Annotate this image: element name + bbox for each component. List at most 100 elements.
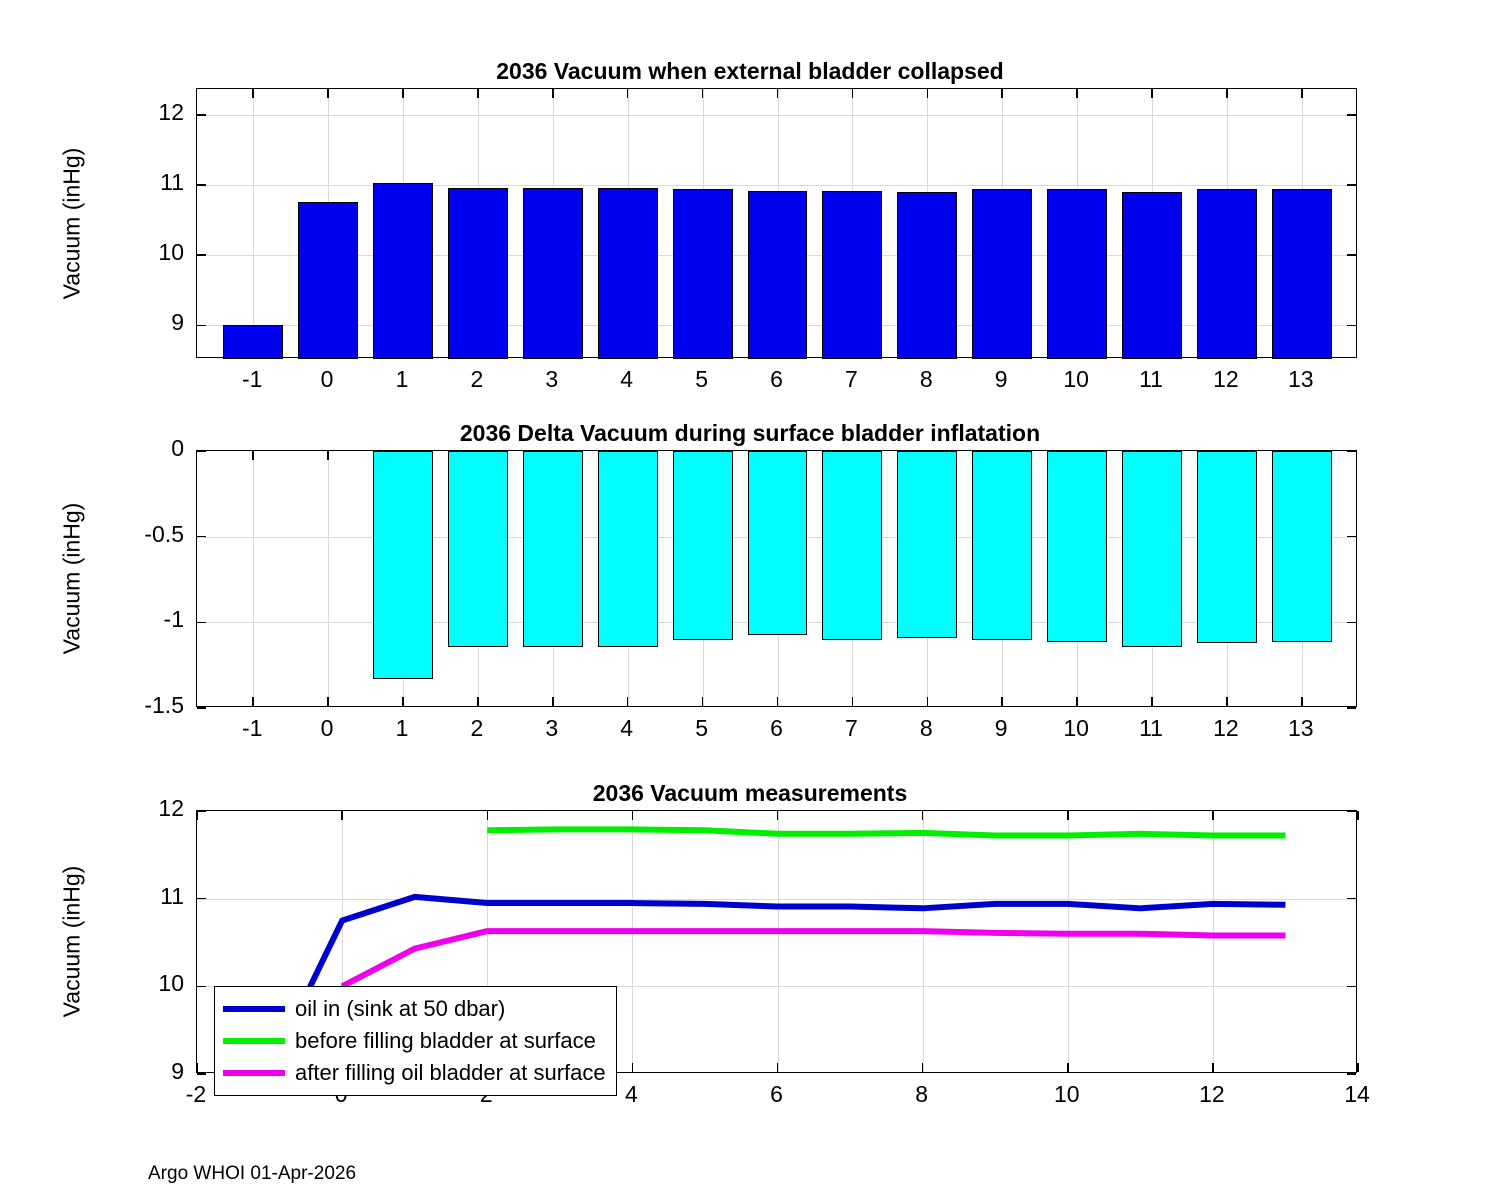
bar-column [522, 188, 583, 360]
x-tick-mark [252, 451, 254, 460]
y-tick-mark [1347, 324, 1356, 327]
bar-column [373, 450, 433, 680]
x-tick-mark [631, 1063, 634, 1072]
y-tick-label: 10 [158, 239, 184, 266]
x-tick-mark [626, 697, 629, 706]
y-tick-mark [1347, 184, 1356, 186]
x-tick-label: 8 [919, 366, 933, 392]
x-tick-label: 6 [770, 1081, 783, 1107]
y-tick-mark [1347, 1073, 1356, 1075]
x-tick-mark [776, 811, 779, 820]
x-tick-mark [1226, 697, 1228, 706]
x-tick-label: 6 [770, 366, 783, 392]
x-tick-mark [341, 811, 343, 820]
gridline-vertical [487, 811, 489, 1072]
x-tick-label: 2 [470, 715, 484, 741]
plot-area-vacuum-collapsed [196, 88, 1357, 360]
line-series-layer [275, 826, 1286, 1074]
x-tick-label: 0 [320, 366, 334, 392]
bar-column [1047, 450, 1108, 642]
x-tick-mark [196, 811, 198, 820]
y-tick-mark [197, 450, 206, 452]
x-tick-mark [1212, 1063, 1214, 1072]
x-tick-mark [1067, 811, 1069, 820]
y-tick-mark [197, 535, 206, 538]
x-tick-mark [1151, 89, 1153, 98]
x-tick-mark [327, 89, 329, 98]
x-tick-label: 10 [1053, 1081, 1080, 1107]
legend-item: oil in (sink at 50 dbar) [223, 993, 606, 1025]
y-tick-mark [197, 985, 206, 988]
x-tick-mark [477, 89, 479, 98]
bar-column [522, 450, 583, 647]
bar-column [672, 188, 733, 360]
x-tick-mark [1001, 89, 1003, 98]
x-tick-label: -1 [241, 715, 263, 741]
bar-column [972, 450, 1033, 640]
x-tick-mark [402, 89, 404, 98]
x-tick-label: 14 [1344, 1081, 1370, 1107]
x-tick-mark [626, 89, 629, 98]
x-tick-mark [926, 89, 929, 98]
y-tick-mark [197, 324, 206, 327]
x-tick-label: 9 [994, 715, 1008, 741]
bar-column [747, 450, 808, 635]
x-tick-label: 4 [624, 1081, 638, 1107]
x-tick-mark [921, 811, 924, 820]
figure-footer: Argo WHOI 01-Apr-2026 [148, 1163, 357, 1184]
bar-column [447, 188, 508, 360]
gridline-vertical [253, 89, 255, 357]
bar-column [1122, 192, 1182, 360]
x-tick-mark [776, 89, 779, 98]
x-tick-mark [1301, 697, 1303, 706]
x-tick-label: 11 [1139, 715, 1163, 741]
bar-column [447, 450, 508, 647]
legend-label: after filling oil bladder at surface [295, 1060, 606, 1085]
series-line [275, 893, 1286, 1074]
y-tick-label: -0.5 [144, 520, 184, 547]
x-tick-mark [926, 697, 929, 706]
y-tick-label: 12 [158, 98, 184, 125]
y-tick-mark [197, 184, 206, 186]
y-tick-mark [197, 621, 206, 624]
x-tick-mark [851, 697, 854, 706]
x-tick-mark [552, 697, 554, 706]
x-tick-label: 5 [695, 715, 708, 741]
y-tick-mark [1347, 450, 1356, 452]
x-tick-mark [1357, 811, 1359, 820]
x-tick-label: 4 [620, 366, 634, 392]
x-tick-label: 9 [994, 366, 1008, 392]
y-tick-mark [197, 707, 206, 709]
bar-column [298, 202, 359, 360]
gridline-horizontal [197, 114, 1356, 116]
bar-column [597, 188, 658, 360]
legend-label: oil in (sink at 50 dbar) [295, 996, 506, 1021]
x-tick-mark [1151, 697, 1153, 706]
gridline-vertical [1067, 811, 1069, 1072]
x-tick-label: 10 [1063, 366, 1089, 392]
gridline-horizontal [197, 185, 1356, 187]
bar-column [672, 450, 733, 640]
legend-color-swatch [223, 1006, 285, 1012]
x-tick-label: 3 [545, 366, 559, 392]
gridline-horizontal [197, 986, 1356, 988]
plot-area-delta-vacuum [196, 450, 1357, 709]
x-tick-mark [921, 1063, 924, 1072]
x-tick-label: 12 [1213, 715, 1239, 741]
series-line [487, 826, 1286, 839]
x-tick-label: 3 [545, 715, 559, 741]
x-tick-label: 10 [1063, 715, 1089, 741]
bar-column [747, 190, 808, 360]
gridline-vertical [253, 451, 255, 706]
x-tick-label: 4 [620, 715, 634, 741]
x-tick-mark [1301, 89, 1303, 98]
y-tick-label: 11 [160, 882, 184, 909]
y-tick-mark [197, 1073, 206, 1075]
gridline-vertical [922, 811, 924, 1072]
gridline-vertical [632, 811, 634, 1072]
chart-title-vacuum-collapsed: 2036 Vacuum when external bladder collap… [496, 58, 1004, 84]
x-tick-label: 5 [695, 366, 708, 392]
x-tick-mark [776, 1063, 779, 1072]
y-tick-mark [1347, 254, 1356, 256]
